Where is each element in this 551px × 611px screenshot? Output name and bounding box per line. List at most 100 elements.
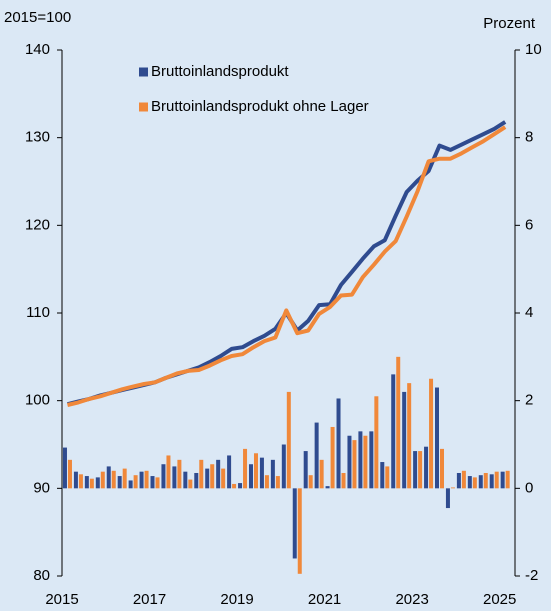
x-tick-label: 2017 xyxy=(133,591,166,608)
bar xyxy=(194,472,199,489)
bar xyxy=(363,435,368,489)
bar xyxy=(303,451,308,489)
bar xyxy=(117,476,122,489)
bar xyxy=(429,378,434,489)
line xyxy=(67,125,507,407)
bar xyxy=(150,476,155,489)
bar xyxy=(133,475,138,489)
bar xyxy=(402,391,407,489)
bar xyxy=(62,447,67,489)
y-tick-label: 90 xyxy=(33,479,50,496)
y-tick-label: 80 xyxy=(33,567,50,584)
bar xyxy=(319,459,324,489)
bar xyxy=(100,471,105,489)
bar xyxy=(413,451,418,489)
y-tick-label: 120 xyxy=(25,216,50,233)
y2-axis-label: Prozent xyxy=(483,15,536,32)
bar xyxy=(172,466,177,489)
x-tick-label: 2025 xyxy=(483,591,516,608)
x-tick-label: 2019 xyxy=(220,591,253,608)
bar xyxy=(308,475,313,489)
bar xyxy=(161,464,166,489)
bar xyxy=(450,487,455,489)
bar xyxy=(435,387,439,489)
bar xyxy=(391,374,396,489)
y-tick-label: 130 xyxy=(25,129,50,146)
bar xyxy=(238,483,243,489)
bar xyxy=(281,444,286,489)
bar xyxy=(227,455,232,489)
bar xyxy=(264,475,269,489)
bar xyxy=(144,470,149,489)
bar xyxy=(369,431,374,489)
bar xyxy=(500,471,505,489)
y2-tick-label: 6 xyxy=(525,216,533,233)
bar xyxy=(73,471,78,489)
y2-tick-label: -2 xyxy=(525,567,538,584)
bar xyxy=(418,451,423,489)
bar xyxy=(297,488,302,574)
bar xyxy=(275,476,280,489)
bar xyxy=(84,476,89,489)
bar xyxy=(210,464,215,489)
bar xyxy=(286,391,291,489)
legend-label: Bruttoinlandsprodukt xyxy=(151,63,289,80)
y-axis-label: 2015=100 xyxy=(4,9,71,26)
bar xyxy=(111,470,116,489)
bar xyxy=(380,462,385,489)
bar xyxy=(440,448,444,489)
bar xyxy=(385,466,390,489)
bar xyxy=(248,464,253,489)
bar xyxy=(232,483,237,489)
bar xyxy=(205,468,210,489)
legend-marker xyxy=(139,67,148,77)
bar xyxy=(478,475,483,489)
legend-marker xyxy=(139,102,148,112)
bar xyxy=(358,431,363,489)
bar xyxy=(341,472,346,489)
bar xyxy=(253,453,258,489)
y2-tick-label: 4 xyxy=(525,304,533,321)
line xyxy=(67,120,507,407)
bar xyxy=(483,472,488,489)
x-tick-label: 2021 xyxy=(308,591,341,608)
bar xyxy=(106,466,111,489)
x-tick-label: 2015 xyxy=(45,591,78,608)
y2-tick-label: 10 xyxy=(525,41,542,58)
y2-tick-label: 2 xyxy=(525,392,533,409)
bar xyxy=(505,470,510,489)
bar xyxy=(336,398,341,489)
bar xyxy=(330,426,335,489)
y2-tick-label: 0 xyxy=(525,479,533,496)
bar xyxy=(456,472,461,489)
y-tick-label: 100 xyxy=(25,392,50,409)
bar xyxy=(292,488,297,559)
bar xyxy=(424,446,429,489)
bar xyxy=(221,468,226,489)
legend-label: Bruttoinlandsprodukt ohne Lager xyxy=(151,98,369,115)
bar xyxy=(199,459,204,489)
bar xyxy=(243,448,248,489)
y-tick-label: 140 xyxy=(25,41,50,58)
bar xyxy=(467,476,472,489)
bar xyxy=(122,468,127,489)
bar xyxy=(166,455,171,489)
bar xyxy=(78,474,83,489)
bar xyxy=(259,457,264,489)
bar xyxy=(396,356,401,489)
bar xyxy=(352,440,357,489)
x-tick-label: 2023 xyxy=(395,591,428,608)
bar xyxy=(314,422,319,489)
bar xyxy=(461,470,466,489)
bar xyxy=(183,471,188,489)
y-tick-label: 110 xyxy=(26,304,50,321)
bar xyxy=(325,486,330,489)
bar xyxy=(347,435,352,489)
bar xyxy=(128,480,133,489)
bar xyxy=(67,459,72,489)
bar xyxy=(445,488,450,509)
bar xyxy=(89,478,94,489)
bar xyxy=(216,459,221,489)
bar xyxy=(177,459,182,489)
